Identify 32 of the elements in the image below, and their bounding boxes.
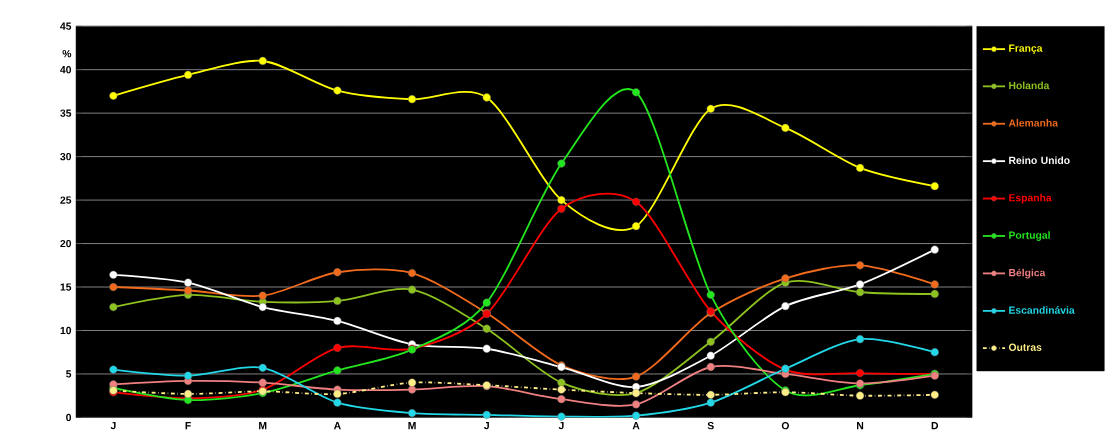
- legend-label: França: [1009, 44, 1043, 54]
- y-tick-label: 15: [60, 283, 72, 291]
- x-tick-label: O: [781, 422, 789, 430]
- x-tick-label: J: [110, 422, 116, 430]
- y-tick-label: 45: [60, 22, 72, 30]
- legend-label: Escandinávia: [1009, 306, 1075, 314]
- x-tick-label: M: [408, 422, 416, 430]
- y-tick-label: 25: [60, 196, 72, 204]
- legend-label: Portugal: [1009, 231, 1050, 241]
- legend-label: Bélgica: [1009, 268, 1046, 279]
- x-tick-label: A: [333, 422, 341, 430]
- legend-label: Outras: [1008, 343, 1042, 352]
- x-tick-label: D: [931, 422, 939, 430]
- legend-label: Espanha: [1009, 193, 1052, 204]
- legend-label: Alemanha: [1008, 119, 1059, 127]
- x-tick-label: J: [558, 422, 564, 430]
- y-tick-label: 40: [60, 66, 72, 74]
- y-tick-label: 0: [66, 413, 72, 422]
- x-tick-label: M: [259, 422, 267, 430]
- y-tick-label: 35: [60, 109, 72, 117]
- x-tick-label: N: [857, 422, 864, 430]
- x-tick-label: S: [707, 422, 714, 430]
- y-tick-label: 20: [60, 239, 72, 248]
- legend-label: Reino Unido: [1009, 156, 1070, 165]
- y-tick-label: 10: [60, 326, 72, 335]
- x-tick-label: J: [484, 422, 489, 430]
- y-axis-title: %: [62, 50, 72, 58]
- y-tick-label: 5: [66, 370, 72, 378]
- x-tick-label: F: [185, 422, 191, 430]
- x-tick-label: A: [632, 422, 640, 430]
- legend-label: Holanda: [1009, 81, 1050, 90]
- y-tick-label: 30: [60, 153, 72, 161]
